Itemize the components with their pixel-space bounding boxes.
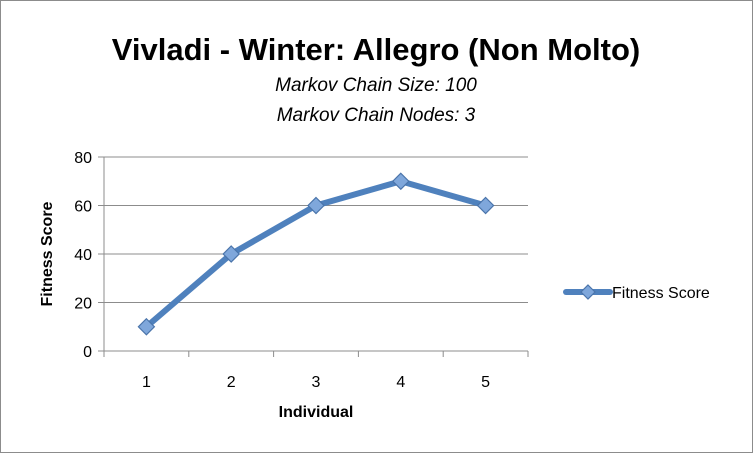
y-tick-label-80: 80 (74, 150, 92, 167)
axes (98, 156, 529, 357)
y-tick-label-60: 60 (74, 199, 92, 216)
x-tick-labels: 1 2 3 4 5 (142, 374, 490, 391)
x-tick-label-5: 5 (481, 374, 490, 391)
x-tick-label-4: 4 (396, 374, 405, 391)
y-tick-labels: 0 20 40 60 80 (74, 150, 92, 361)
y-tick-label-20: 20 (74, 296, 92, 313)
y-tick-label-40: 40 (74, 247, 92, 264)
x-tick-label-2: 2 (227, 374, 236, 391)
chart-subtitle-1: Markov Chain Size: 100 (275, 75, 477, 96)
data-point-2 (222, 245, 241, 263)
chart-title: Vivladi - Winter: Allegro (Non Molto) (112, 32, 640, 67)
data-point-3 (307, 196, 325, 215)
series-fitness-score (137, 172, 495, 336)
data-point-4 (391, 172, 410, 191)
legend-label: Fitness Score (612, 285, 710, 302)
x-axis-title: Individual (279, 404, 354, 421)
y-axis-title: Fitness Score (39, 201, 56, 306)
gridlines (104, 156, 528, 303)
data-point-1 (137, 317, 156, 336)
x-tick-label-3: 3 (312, 374, 321, 391)
legend: Fitness Score (563, 284, 710, 302)
data-point-5 (476, 196, 495, 215)
y-tick-label-0: 0 (83, 344, 92, 361)
x-tick-label-1: 1 (142, 374, 151, 391)
legend-marker-icon (580, 284, 596, 300)
chart-subtitle-2: Markov Chain Nodes: 3 (277, 105, 476, 126)
